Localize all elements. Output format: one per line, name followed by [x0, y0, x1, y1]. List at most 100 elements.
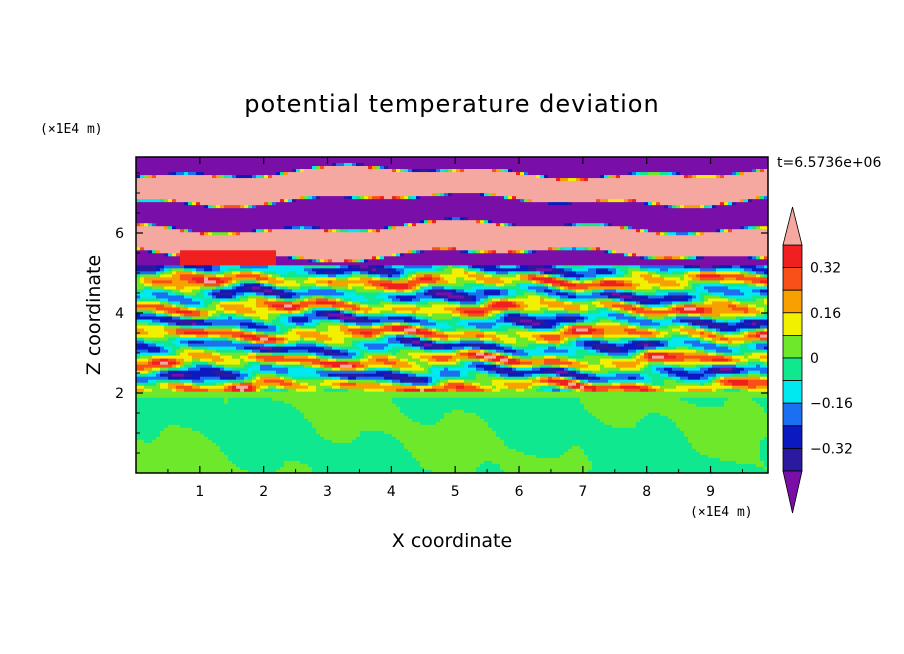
- heatmap-cell: [576, 196, 581, 200]
- heatmap-cell: [160, 202, 165, 206]
- heatmap-cell: [160, 163, 165, 167]
- heatmap-cell: [648, 163, 653, 167]
- heatmap-cell: [300, 157, 305, 161]
- heatmap-cell: [560, 196, 565, 200]
- heatmap-cell: [512, 232, 517, 236]
- heatmap-cell: [672, 217, 677, 221]
- heatmap-cell: [204, 229, 209, 233]
- heatmap-cell: [612, 157, 617, 161]
- heatmap-cell: [528, 163, 533, 167]
- heatmap-cell: [520, 223, 525, 227]
- heatmap-cell: [620, 220, 625, 224]
- heatmap-cell: [444, 187, 449, 191]
- heatmap-cell: [428, 202, 433, 206]
- heatmap-cell: [368, 199, 373, 203]
- heatmap-cell: [624, 187, 629, 191]
- heatmap-cell: [644, 166, 649, 170]
- heatmap-cell: [172, 214, 177, 218]
- heatmap-cell: [752, 202, 757, 206]
- heatmap-cell: [392, 175, 397, 179]
- heatmap-cell: [664, 202, 669, 206]
- heatmap-cell: [196, 196, 201, 200]
- heatmap-cell: [276, 178, 281, 182]
- heatmap-cell: [356, 163, 361, 167]
- heatmap-cell: [708, 196, 713, 200]
- heatmap-cell: [656, 187, 661, 191]
- heatmap-cell: [428, 214, 433, 218]
- heatmap-cell: [468, 199, 473, 203]
- heatmap-cell: [432, 184, 437, 188]
- heatmap-cell: [232, 157, 237, 161]
- heatmap-cell: [416, 175, 421, 179]
- heatmap-cell: [340, 205, 345, 209]
- heatmap-cell: [328, 199, 333, 203]
- heatmap-cell: [268, 208, 273, 212]
- heatmap-cell: [656, 229, 661, 233]
- heatmap-cell: [236, 196, 241, 200]
- heatmap-cell: [400, 178, 405, 182]
- heatmap-cell: [544, 235, 549, 239]
- heatmap-cell: [492, 190, 497, 194]
- heatmap-cell: [732, 202, 737, 206]
- heatmap-cell: [260, 190, 265, 194]
- heatmap-cell: [756, 214, 761, 218]
- heatmap-cell: [456, 211, 461, 215]
- heatmap-cell: [620, 202, 625, 206]
- heatmap-cell: [584, 229, 589, 233]
- heatmap-cell: [244, 178, 249, 182]
- heatmap-cell: [484, 223, 489, 227]
- heatmap-cell: [152, 211, 157, 215]
- heatmap-cell: [296, 202, 301, 206]
- heatmap-cell: [704, 214, 709, 218]
- heatmap-cell: [496, 187, 501, 191]
- heatmap-cell: [340, 172, 345, 176]
- heatmap-cell: [224, 190, 229, 194]
- heatmap-cell: [196, 238, 201, 242]
- heatmap-cell: [168, 202, 173, 206]
- heatmap-cell: [192, 235, 197, 239]
- heatmap-cell: [532, 205, 537, 209]
- heatmap-cell: [276, 157, 281, 161]
- heatmap-cell: [456, 199, 461, 203]
- heatmap-cell: [480, 199, 485, 203]
- heatmap-cell: [460, 193, 465, 197]
- heatmap-cell: [392, 193, 397, 197]
- heatmap-cell: [636, 175, 641, 179]
- heatmap-cell: [416, 157, 421, 161]
- heatmap-cell: [232, 172, 237, 176]
- heatmap-cell: [236, 178, 241, 182]
- heatmap-cell: [604, 178, 609, 182]
- heatmap-cell: [756, 187, 761, 191]
- heatmap-cell: [328, 172, 333, 176]
- heatmap-cell: [616, 172, 621, 176]
- heatmap-cell: [176, 220, 181, 224]
- heatmap-cell: [176, 166, 181, 170]
- heatmap-cell: [488, 190, 493, 194]
- heatmap-cell: [384, 226, 389, 230]
- heatmap-cell: [356, 181, 361, 185]
- heatmap-cell: [444, 193, 449, 197]
- heatmap-cell: [464, 157, 469, 161]
- heatmap-cell: [524, 193, 529, 197]
- heatmap-cell: [212, 163, 217, 167]
- heatmap-cell: [148, 229, 153, 233]
- heatmap-cell: [684, 202, 689, 206]
- heatmap-cell: [188, 160, 193, 164]
- heatmap-cell: [440, 232, 445, 236]
- heatmap-cell: [372, 163, 377, 167]
- heatmap-cell: [624, 202, 629, 206]
- heatmap-cell: [536, 232, 541, 236]
- heatmap-cell: [196, 208, 201, 212]
- heatmap-cell: [332, 220, 337, 224]
- heatmap-cell: [616, 211, 621, 215]
- heatmap-cell: [188, 178, 193, 182]
- heatmap-cell: [596, 187, 601, 191]
- heatmap-cell: [372, 181, 377, 185]
- heatmap-cell: [384, 190, 389, 194]
- heatmap-cell: [584, 166, 589, 170]
- heatmap-cell: [624, 217, 629, 221]
- heatmap-cell: [672, 181, 677, 185]
- heatmap-cell: [712, 178, 717, 182]
- heatmap-cell: [372, 172, 377, 176]
- heatmap-cell: [212, 172, 217, 176]
